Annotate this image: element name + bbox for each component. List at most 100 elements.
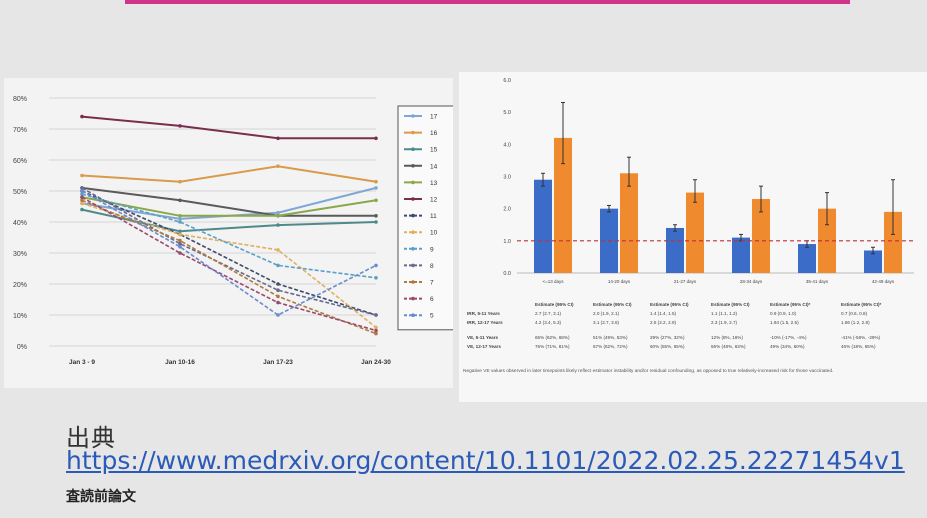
y-tick-label: 10% (13, 313, 27, 320)
preprint-note: 査読前論文 (66, 489, 136, 505)
data-point (276, 164, 280, 168)
data-point (178, 229, 182, 234)
y-tick-label: 1.0 (503, 239, 511, 245)
data-point (80, 189, 84, 193)
table-cell: 67% (62%, 72%) (593, 344, 628, 349)
table-row-label: VE, 5-11 Years (467, 335, 499, 340)
table-footnote: Negative VE values observed in later tim… (463, 369, 834, 374)
legend-marker (411, 114, 415, 118)
data-point (178, 232, 182, 237)
data-point (178, 220, 182, 224)
table-header-cell: Estimate (95% CI) (535, 302, 574, 307)
legend-label: 9 (430, 246, 434, 253)
source-link[interactable]: https://www.medrxiv.org/content/10.1101/… (66, 446, 905, 475)
estimate-table: Estimate (95% CI) Estimate (95% CI) Estima… (465, 302, 917, 353)
series-line (81, 196, 377, 332)
data-point (178, 198, 182, 203)
table-cell: 49% (34%, 60%) (770, 344, 805, 349)
legend-label: 10 (430, 230, 438, 237)
legend-label: 7 (430, 280, 434, 287)
table-cell: 60% (55%, 65%) (650, 344, 685, 349)
table-cell: 1.86 (1.2, 2.8) (841, 320, 870, 325)
legend-marker (411, 147, 415, 151)
bar (686, 192, 704, 273)
x-tick-label: 42-49 days (872, 279, 895, 284)
legend-label: 16 (430, 130, 438, 137)
data-point (374, 136, 378, 141)
legend-label: 5 (430, 313, 434, 320)
series-line (81, 193, 377, 279)
table-cell: 2.3 (1.9, 2.7) (711, 320, 738, 325)
legend-label: 12 (430, 197, 438, 204)
table-header-cell: Estimate (95% CI) (593, 302, 632, 307)
data-point (178, 214, 182, 218)
data-point (374, 186, 378, 190)
data-point (374, 179, 378, 184)
table-cell: 65% (62%, 68%) (535, 335, 570, 340)
table-cell: 3.1 (2.7, 3.6) (593, 320, 620, 325)
y-tick-label: 3.0 (503, 175, 511, 181)
series-line (81, 190, 377, 316)
table-cell: 1.4 (1.4, 1.5) (650, 311, 677, 316)
table-cell: 76% (71%, 81%) (535, 344, 570, 349)
legend-label: 17 (430, 114, 438, 121)
legend-marker (411, 164, 415, 168)
slide-accent-bar (125, 0, 850, 4)
legend-marker (411, 313, 415, 317)
legend-label: 14 (430, 163, 438, 170)
table-header: Estimate (95% CI) Estimate (95% CI) Estima… (465, 302, 917, 311)
table-cell: 29% (27%, 32%) (650, 335, 685, 340)
data-point (374, 214, 378, 218)
data-point (374, 276, 378, 280)
x-tick-label: Jan 10-16 (165, 359, 195, 366)
data-point (374, 313, 378, 317)
y-tick-label: 20% (13, 282, 27, 289)
series-line (81, 196, 377, 217)
data-point (80, 201, 84, 206)
table-cell: 2.7 (2.7, 3.1) (535, 311, 562, 316)
bar (864, 250, 882, 273)
table-row: VE, 12-17 Years 76% (71%, 81%) 67% (62%, 7… (465, 344, 917, 353)
table-row-label: IRR, 12-17 Years (467, 320, 503, 325)
data-point (178, 217, 182, 221)
data-point (276, 294, 280, 299)
data-point (276, 136, 280, 141)
x-tick-label: 28-34 days (740, 279, 763, 284)
data-point (80, 186, 84, 190)
legend-label: 6 (430, 296, 434, 303)
data-point (276, 288, 280, 292)
table-cell: 2.0 (1.9, 2.1) (593, 311, 620, 316)
bar-chart-panel: 0.0 1.0 2.0 3.0 4.0 5.0 6.0 <=13 days 14-20 days… (459, 72, 927, 402)
table-header-cell: Estimate (95% CI)* (841, 302, 882, 307)
bar (798, 244, 816, 273)
table-cell: 51% (49%, 53%) (593, 335, 628, 340)
table-cell: 4.2 (3.4, 5.3) (535, 320, 562, 325)
table-cell: 46% (18%, 65%) (841, 344, 876, 349)
data-point (80, 173, 84, 178)
legend-marker (411, 197, 415, 201)
data-point (374, 325, 378, 330)
y-tick-label: 30% (13, 251, 27, 258)
legend-marker (411, 280, 415, 284)
y-tick-label: 6.0 (503, 78, 511, 84)
data-point (276, 214, 280, 218)
data-point (276, 313, 280, 317)
table-row: IRR, 5-11 Years 2.7 (2.7, 3.1) 2.0 (1.9, 2… (465, 311, 917, 320)
bar (666, 227, 684, 273)
data-point (276, 223, 280, 227)
legend-marker (411, 296, 415, 301)
table-cell: -10% (-17%, -4%) (770, 335, 807, 340)
legend-label: 13 (430, 180, 438, 187)
x-tick-label: Jan 3 - 9 (69, 359, 95, 366)
data-point (80, 114, 84, 119)
data-point (178, 245, 182, 249)
bar (884, 211, 902, 273)
legend-box (397, 105, 457, 331)
bar (620, 173, 638, 273)
y-tick-label: 70% (13, 127, 27, 134)
series-line (81, 165, 377, 183)
line-chart: 0% 10% 20% 30% 40% 50% 60% 70% 80% Jan 3 - 9 Jan 1… (13, 96, 457, 366)
x-tick-label: 21-27 days (674, 279, 697, 284)
data-point (276, 210, 280, 215)
